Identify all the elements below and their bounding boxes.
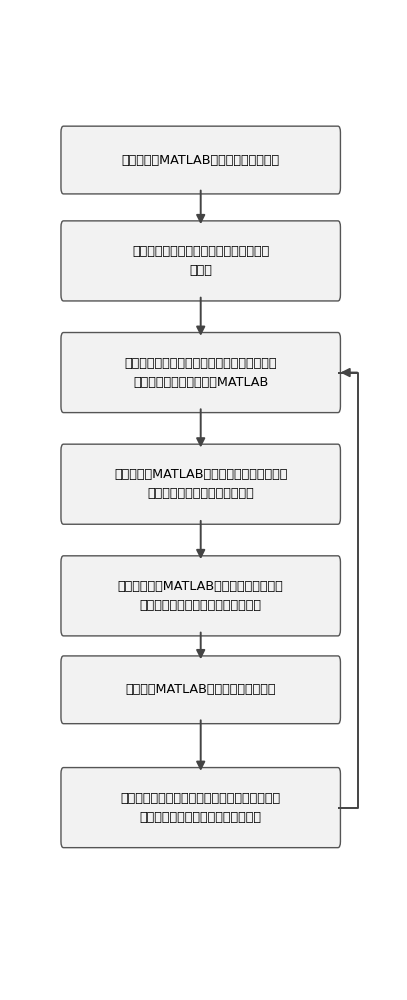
- FancyBboxPatch shape: [61, 333, 340, 413]
- Text: 步骤七：如果迭代中止，真实路网收集数据并计
算性能表现，如果不是，转到步骤三: 步骤七：如果迭代中止，真实路网收集数据并计 算性能表现，如果不是，转到步骤三: [120, 792, 281, 824]
- Text: 步骤六：MATLAB为下个循环记录数据: 步骤六：MATLAB为下个循环记录数据: [125, 683, 276, 696]
- FancyBboxPatch shape: [61, 768, 340, 848]
- FancyBboxPatch shape: [61, 556, 340, 636]
- Text: 步骤四：在MATLAB中接收数据，并为下一个
完整交通信号循环计算交通信号: 步骤四：在MATLAB中接收数据，并为下一个 完整交通信号循环计算交通信号: [114, 468, 287, 500]
- Text: 步骤一：在MATLAB中打开真实路网界面: 步骤一：在MATLAB中打开真实路网界面: [122, 154, 280, 167]
- FancyBboxPatch shape: [61, 656, 340, 724]
- Text: 步骤二：用预先设定的系统设置初始化真
实路网: 步骤二：用预先设定的系统设置初始化真 实路网: [132, 245, 269, 277]
- FancyBboxPatch shape: [61, 221, 340, 301]
- FancyBboxPatch shape: [61, 126, 340, 194]
- FancyBboxPatch shape: [61, 444, 340, 524]
- Text: 步骤三：在真实路网中开始仿真，在每次时间
间隔将收集的数据传输回MATLAB: 步骤三：在真实路网中开始仿真，在每次时间 间隔将收集的数据传输回MATLAB: [125, 357, 277, 389]
- Text: 步骤五：再由MATLAB传输交通信号设置回
真实路网，同时，真实路网继续仿真: 步骤五：再由MATLAB传输交通信号设置回 真实路网，同时，真实路网继续仿真: [118, 580, 284, 612]
